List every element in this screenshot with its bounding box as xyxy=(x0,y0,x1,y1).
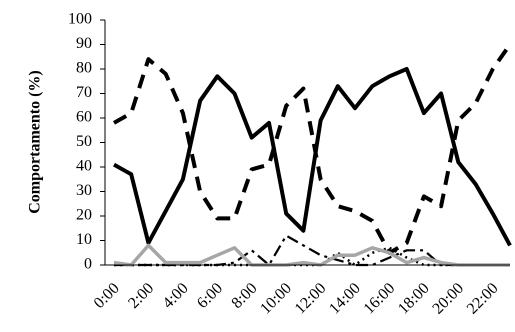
x-tick-label: 8:00 xyxy=(228,280,260,312)
y-tick-label: 30 xyxy=(76,182,92,199)
x-tick-label: 22:00 xyxy=(464,280,502,318)
x-tick-label: 14:00 xyxy=(326,280,364,318)
y-tick-label: 100 xyxy=(68,11,92,28)
series-line-2 xyxy=(113,43,512,255)
x-tick-label: 2:00 xyxy=(125,280,157,312)
y-tick-label: 70 xyxy=(76,84,92,101)
y-tick-label: 50 xyxy=(76,133,92,150)
plot-area xyxy=(113,43,512,267)
y-tick-label: 0 xyxy=(84,256,92,273)
y-tick-label: 80 xyxy=(76,60,92,77)
y-tick-label: 90 xyxy=(76,35,92,52)
y-tick-label: 10 xyxy=(76,231,92,248)
x-tick-label: 16:00 xyxy=(361,280,399,318)
y-axis-title: Comportamento (%) xyxy=(27,70,44,214)
x-tick-label: 18:00 xyxy=(395,280,433,318)
x-tick-label: 0:00 xyxy=(91,280,123,312)
x-tick-label: 6:00 xyxy=(194,280,226,312)
y-tick-label: 40 xyxy=(76,158,92,175)
y-tick-label: 60 xyxy=(76,109,92,126)
x-tick-label: 12:00 xyxy=(292,280,330,318)
series-line-5 xyxy=(113,243,510,267)
x-tick-label: 4:00 xyxy=(160,280,192,312)
series-line-1 xyxy=(113,67,512,247)
series-line-3 xyxy=(114,234,510,267)
y-axis: 0 10 20 30 40 50 60 70 80 90 100 xyxy=(68,11,106,273)
x-tick-label: 10:00 xyxy=(257,280,295,318)
y-tick-label: 20 xyxy=(76,207,92,224)
x-tick-label: 20:00 xyxy=(429,280,467,318)
x-axis: 0:00 2:00 4:00 6:00 8:0010:0012:0014:0016:00… xyxy=(91,264,510,318)
